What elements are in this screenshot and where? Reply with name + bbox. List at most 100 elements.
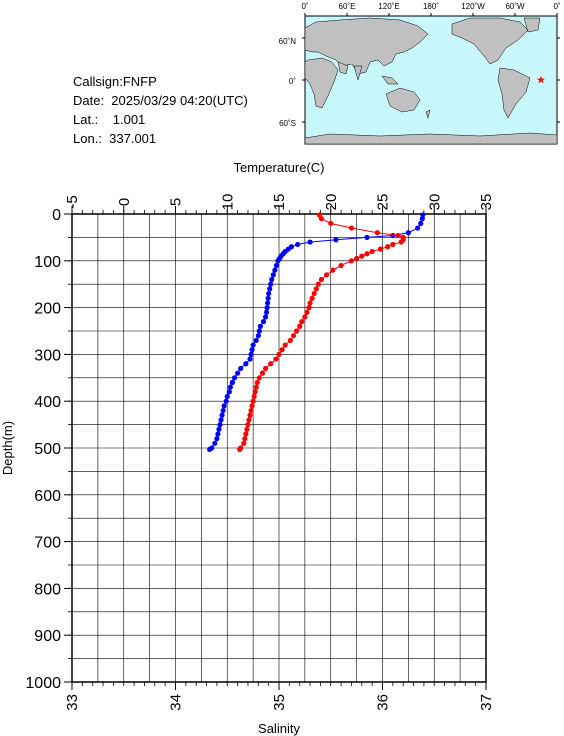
salinity-data-point xyxy=(252,389,258,395)
depth-tick-label: 400 xyxy=(34,394,61,411)
map-lat-tick: 0˚ xyxy=(289,77,296,86)
map-lon-tick: 120˚E xyxy=(378,2,399,11)
salinity-data-point xyxy=(246,417,252,423)
temperature-data-point xyxy=(265,295,271,301)
temperature-data-point xyxy=(235,370,241,376)
temperature-data-point xyxy=(214,436,220,442)
salinity-data-point xyxy=(395,232,401,239)
salinity-data-point xyxy=(313,286,319,292)
salinity-data-point xyxy=(354,255,360,262)
temperature-tick-label: -5 xyxy=(64,195,81,208)
temperature-data-point xyxy=(212,440,218,446)
salinity-data-point xyxy=(311,290,317,297)
temperature-data-point xyxy=(418,220,424,226)
depth-tick-label: 200 xyxy=(34,301,61,318)
salinity-data-point xyxy=(385,244,391,250)
temperature-tick-label: 10 xyxy=(219,194,236,211)
temperature-data-point xyxy=(231,375,238,381)
salinity-data-point xyxy=(324,272,330,278)
depth-tick-label: 900 xyxy=(34,628,61,645)
salinity-data-point xyxy=(302,314,308,320)
map-lon-tick: 60˚W xyxy=(505,2,525,11)
temperature-data-point xyxy=(224,393,230,400)
map-lon-tick: 0˚ xyxy=(553,2,560,11)
salinity-data-point xyxy=(276,351,282,357)
salinity-data-point xyxy=(293,328,300,334)
temperature-data-point xyxy=(217,422,223,428)
temperature-data-point xyxy=(220,407,226,414)
temperature-data-point xyxy=(256,328,262,334)
temperature-data-point xyxy=(227,384,233,390)
map-lat-tick: 60˚N xyxy=(279,37,297,46)
chart-grid xyxy=(72,214,486,682)
temperature-data-point xyxy=(238,365,244,372)
depth-tick-label: 600 xyxy=(34,488,61,505)
temperature-data-point xyxy=(266,290,272,297)
salinity-axis: 33 34 35 36 37 xyxy=(64,682,495,711)
salinity-data-point xyxy=(256,375,262,381)
plot-frame xyxy=(71,213,487,683)
salinity-data-point xyxy=(309,295,315,301)
temperature-data-point xyxy=(364,234,370,240)
salinity-data-point xyxy=(262,365,269,372)
temperature-data-point xyxy=(295,241,301,248)
salinity-data-point xyxy=(359,253,365,259)
temperature-data-point xyxy=(270,272,276,278)
temperature-data-point xyxy=(215,431,221,437)
salinity-data-point xyxy=(237,446,243,453)
map-ticks xyxy=(302,13,560,123)
salinity-data-point xyxy=(330,267,336,273)
temperature-data-point xyxy=(405,230,411,236)
salinity-data-point xyxy=(338,262,344,269)
depth-tick-label: 300 xyxy=(34,347,61,364)
salinity-data-point xyxy=(390,241,396,248)
salinity-data-point xyxy=(304,309,310,315)
temperature-data-point xyxy=(257,323,263,329)
salinity-data-point xyxy=(279,347,285,353)
salinity-data-point xyxy=(374,230,380,236)
salinity-data-point xyxy=(244,426,250,432)
salinity-data-point xyxy=(249,403,255,409)
callsign-text: Callsign:FNFP xyxy=(73,74,157,89)
map-lon-tick: 120˚W xyxy=(461,2,485,11)
date-text: Date: 2025/03/29 04:20(UTC) xyxy=(73,93,248,108)
salinity-data-point xyxy=(250,398,256,404)
salinity-data-point xyxy=(259,370,266,376)
salinity-tick-label: 34 xyxy=(168,694,185,711)
temperature-data-point xyxy=(255,333,261,339)
temperature-axis-label: Temperature(C) xyxy=(233,160,324,175)
temperature-data-point xyxy=(221,403,227,409)
map-lon-ticks: 0˚ 60˚E 120˚E 180˚ 120˚W 60˚W 0˚ xyxy=(301,2,560,11)
salinity-data-point xyxy=(241,440,247,446)
temperature-data-point xyxy=(247,356,253,362)
salinity-data-point xyxy=(245,422,251,428)
temperature-data-point xyxy=(243,361,249,367)
depth-tick-label: 0 xyxy=(52,207,61,224)
temperature-tick-label: 15 xyxy=(271,194,288,211)
salinity-data-point xyxy=(243,431,249,437)
salinity-tick-label: 37 xyxy=(478,694,495,711)
map-lat-ticks: 60˚N 0˚ 60˚S xyxy=(279,37,297,128)
salinity-data-point xyxy=(247,412,253,418)
temperature-data-point xyxy=(273,262,280,269)
salinity-data-point xyxy=(369,248,375,255)
depth-axis: 0 100 200 300 400 500 600 700 800 900 1000 xyxy=(25,207,72,692)
temperature-tick-label: 0 xyxy=(116,198,133,206)
salinity-data-point xyxy=(242,436,248,442)
salinity-tick-label: 35 xyxy=(271,694,288,711)
salinity-data-point xyxy=(251,393,257,400)
temperature-data-point xyxy=(272,267,278,273)
salinity-data-point xyxy=(253,384,259,390)
salinity-data-point xyxy=(377,246,384,252)
profile-series xyxy=(207,212,426,453)
salinity-data-point xyxy=(348,258,355,264)
temperature-tick-label: 20 xyxy=(323,194,340,211)
temperature-data-point xyxy=(253,337,259,343)
temperature-data-point xyxy=(223,398,229,404)
salinity-data-point xyxy=(299,319,305,325)
map-lon-tick: 180˚ xyxy=(423,2,439,11)
depth-tick-label: 100 xyxy=(34,254,61,271)
salinity-data-point xyxy=(273,356,279,362)
temperature-data-point xyxy=(229,379,236,386)
